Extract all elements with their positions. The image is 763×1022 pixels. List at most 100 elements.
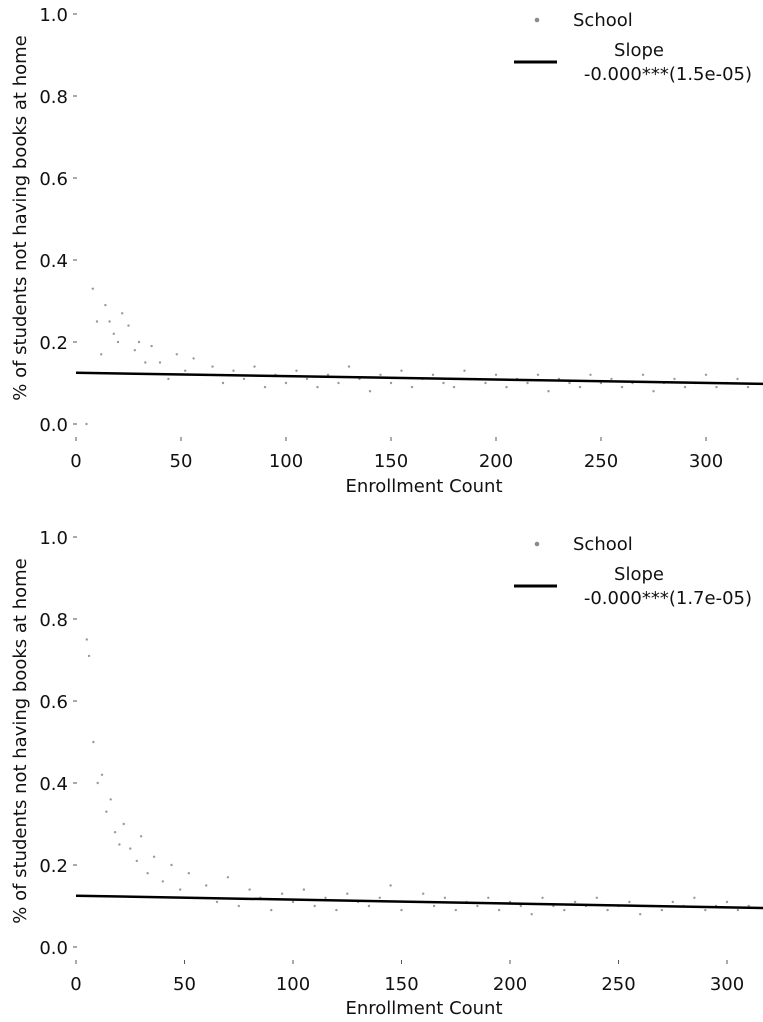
y-tick-label: 0.8: [39, 87, 68, 108]
school-point: [118, 843, 121, 846]
slope-trend-line: [75, 371, 763, 386]
school-point: [378, 896, 381, 899]
legend-slope-label: Slope: [614, 40, 664, 61]
x-axis: 0 50 100 150 200 250 300 Enrollment Count: [70, 437, 723, 497]
school-point: [442, 381, 445, 385]
school-point: [431, 373, 435, 376]
school-point: [295, 369, 298, 372]
school-point: [346, 892, 349, 895]
school-point: [660, 908, 664, 912]
school-point: [139, 835, 143, 838]
school-point: [484, 381, 487, 385]
y-tick-label: 0.4: [39, 774, 68, 795]
legend-school-marker: [534, 17, 540, 23]
school-point: [422, 892, 425, 895]
school-point: [302, 888, 306, 891]
y-axis-title: % of students not having books at home: [10, 35, 31, 400]
y-tick-label: 0.0: [39, 938, 68, 959]
school-point: [432, 904, 436, 908]
school-point: [541, 896, 544, 899]
school-point: [237, 904, 240, 908]
school-point: [284, 381, 288, 385]
school-point: [746, 385, 750, 389]
y-tick-label: 0.6: [39, 169, 68, 190]
school-point: [573, 900, 577, 904]
school-point: [232, 369, 235, 372]
school-point: [595, 896, 598, 899]
school-point: [104, 303, 107, 307]
school-point: [505, 385, 508, 389]
school-point: [736, 908, 740, 912]
school-point: [113, 831, 117, 834]
school-point: [316, 385, 319, 389]
x-tick-label: 150: [384, 974, 418, 995]
y-tick-label: 0.2: [39, 856, 68, 877]
school-point: [547, 390, 550, 393]
school-point: [443, 896, 447, 899]
school-point: [628, 900, 631, 904]
school-point: [137, 340, 141, 344]
school-point: [116, 340, 120, 344]
school-point: [248, 888, 251, 891]
school-point: [152, 855, 156, 858]
slope-trend-line: [75, 894, 763, 910]
school-point: [221, 381, 225, 385]
legend: School Slope -0.000***(1.5e-05): [514, 10, 752, 85]
school-point: [263, 385, 267, 389]
school-point: [100, 353, 103, 356]
x-tick-label: 50: [170, 451, 193, 472]
x-tick-label: 300: [689, 451, 723, 472]
school-point: [105, 810, 108, 813]
school-point: [144, 361, 147, 364]
school-point: [291, 900, 295, 904]
school-point: [671, 900, 674, 904]
legend-slope-stat: -0.000***(1.7e-05): [584, 588, 752, 609]
school-point: [175, 353, 178, 356]
school-point: [135, 859, 138, 863]
school-point: [100, 773, 104, 776]
school-point: [337, 381, 340, 385]
school-point: [410, 385, 414, 389]
school-point: [150, 344, 153, 348]
school-point: [242, 377, 246, 381]
school-point: [641, 373, 645, 376]
y-axis: % of students not having books at home 0…: [10, 528, 77, 959]
school-point: [335, 908, 338, 912]
legend-school-label: School: [573, 10, 633, 31]
y-tick-label: 0.6: [39, 692, 68, 713]
school-point: [192, 357, 195, 360]
x-tick-label: 250: [584, 451, 618, 472]
school-point: [167, 377, 170, 381]
slope-line: [75, 894, 763, 910]
school-point: [725, 900, 729, 904]
school-point: [108, 320, 111, 323]
school-point: [715, 385, 718, 389]
school-point: [347, 365, 351, 368]
legend-slope-label: Slope: [614, 564, 664, 585]
school-point: [683, 385, 687, 389]
school-point: [95, 320, 99, 323]
school-point: [305, 377, 309, 381]
legend-school-label: School: [573, 534, 633, 555]
school-point: [324, 896, 327, 899]
school-point: [280, 892, 284, 895]
school-points: [85, 287, 750, 426]
school-point: [704, 908, 707, 912]
x-tick-label: 300: [710, 974, 744, 995]
y-axis-title: % of students not having books at home: [10, 558, 31, 923]
school-point: [568, 381, 571, 385]
school-point: [87, 654, 91, 658]
school-point: [313, 904, 316, 908]
y-tick-label: 1.0: [39, 528, 68, 549]
school-point: [187, 872, 190, 875]
school-point: [96, 781, 99, 785]
school-point: [112, 332, 116, 335]
school-point: [476, 904, 479, 908]
x-tick-label: 50: [173, 974, 196, 995]
school-point: [454, 908, 457, 912]
school-point: [400, 369, 403, 372]
scatter-chart-top: % of students not having books at home 0…: [10, 5, 763, 497]
school-point: [215, 900, 219, 904]
school-point: [463, 369, 466, 372]
x-tick-label: 100: [269, 451, 303, 472]
